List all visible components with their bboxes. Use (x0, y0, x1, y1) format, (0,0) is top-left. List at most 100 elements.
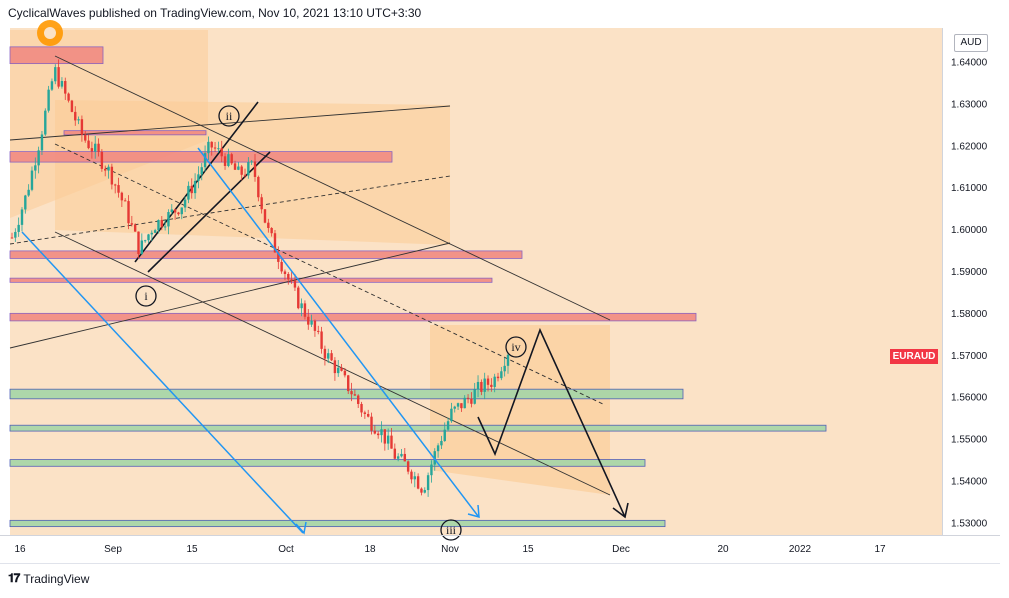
zone-layer (9, 46, 827, 528)
candle-body (230, 154, 233, 164)
x-tick-label: 16 (14, 544, 26, 555)
candle-body (157, 220, 160, 231)
candle-body (380, 429, 383, 436)
publisher-header: CyclicalWaves published on TradingView.c… (8, 6, 422, 20)
candle-body (97, 143, 100, 152)
candle-body (203, 153, 207, 168)
candle-body (177, 212, 180, 215)
candle-body (237, 166, 240, 170)
candle-body (67, 93, 70, 101)
candle-body (433, 451, 436, 465)
candle-body (163, 226, 167, 228)
candle-body (47, 89, 50, 111)
candle-body (470, 398, 473, 404)
wave-label: i (144, 289, 148, 303)
candle-body (423, 490, 426, 493)
candle-body (310, 320, 313, 325)
candle-body (366, 413, 370, 417)
candle-body (303, 303, 307, 317)
candle-body (386, 435, 390, 444)
candle-body (400, 453, 403, 457)
candle-body (253, 161, 257, 177)
candle-body (27, 189, 30, 196)
candle-body (150, 232, 154, 235)
resistance-zone[interactable] (9, 46, 104, 65)
support-zone[interactable] (9, 459, 646, 467)
support-zone[interactable] (9, 519, 666, 528)
candle-body (260, 197, 263, 210)
resistance-zone[interactable] (9, 250, 523, 259)
candle-body (190, 185, 193, 194)
candle-body (60, 81, 64, 87)
x-tick-label: 17 (874, 544, 886, 555)
candle-body (223, 156, 227, 166)
footer[interactable]: 𝟏𝟕 TradingView (8, 571, 89, 586)
candle-body (506, 354, 510, 366)
candle-body (197, 174, 200, 181)
channel-lines-layer (9, 55, 611, 496)
candle-body (120, 192, 124, 201)
candle-body (406, 461, 410, 472)
candle-body (227, 154, 230, 166)
footer-divider (0, 563, 1000, 564)
candle-body (273, 233, 277, 253)
candle-body (456, 403, 460, 407)
currency-label[interactable]: AUD (954, 34, 988, 52)
candle-body (233, 163, 237, 170)
candle-body (250, 161, 253, 163)
candle-body (466, 397, 470, 399)
candle-body (153, 230, 157, 233)
candle-body (137, 231, 140, 254)
y-tick-label: 1.54000 (951, 477, 988, 488)
x-tick-label: 20 (717, 544, 729, 555)
candle-body (493, 376, 496, 387)
candle-body (440, 440, 443, 446)
candle-body (210, 141, 213, 148)
price-axis: 1.64000 1.63000 1.62000 1.61000 1.60000 1.590… (951, 58, 988, 530)
candle-body (373, 430, 377, 434)
wave-label-circle (505, 336, 527, 358)
x-tick-label: 18 (364, 544, 376, 555)
resistance-zone[interactable] (9, 277, 493, 283)
candle-body (317, 330, 320, 332)
candle-body (20, 209, 24, 225)
y-tick-label: 1.53000 (951, 518, 988, 529)
candle-body (370, 416, 373, 431)
candle-body (54, 67, 57, 82)
y-tick-label: 1.63000 (951, 99, 988, 110)
candle-body (330, 353, 333, 361)
candle-body (77, 119, 80, 121)
time-axis: 16 Sep 15 Oct 18 Nov 15 Dec 20 2022 17 (14, 544, 886, 555)
candles-layer (10, 59, 510, 497)
candle-body (277, 252, 280, 262)
channel-upper-line (54, 55, 611, 321)
candle-body (70, 100, 74, 112)
channel-lower-line (54, 231, 611, 496)
candle-body (117, 185, 120, 193)
footer-brand: TradingView (23, 571, 90, 586)
candle-body (436, 445, 440, 452)
candle-body (280, 261, 283, 272)
wave-label: iv (511, 340, 520, 354)
candle-body (300, 303, 303, 309)
candle-body (490, 384, 493, 387)
wave-label-circle (440, 519, 462, 541)
candle-body (486, 378, 490, 385)
candle-body (167, 212, 170, 227)
wave-label: iii (446, 523, 457, 537)
candle-body (213, 147, 217, 149)
bull-channel-mid (9, 175, 451, 245)
support-zone[interactable] (9, 424, 827, 432)
candle-body (130, 223, 134, 225)
candle-body (44, 110, 47, 135)
candle-body (173, 209, 177, 213)
candle-body (453, 406, 456, 409)
support-zone[interactable] (9, 388, 684, 400)
candle-body (187, 185, 190, 200)
resistance-zone[interactable] (9, 312, 697, 322)
x-tick-label: Dec (612, 544, 630, 555)
candle-body (243, 174, 247, 176)
candle-body (193, 180, 197, 194)
